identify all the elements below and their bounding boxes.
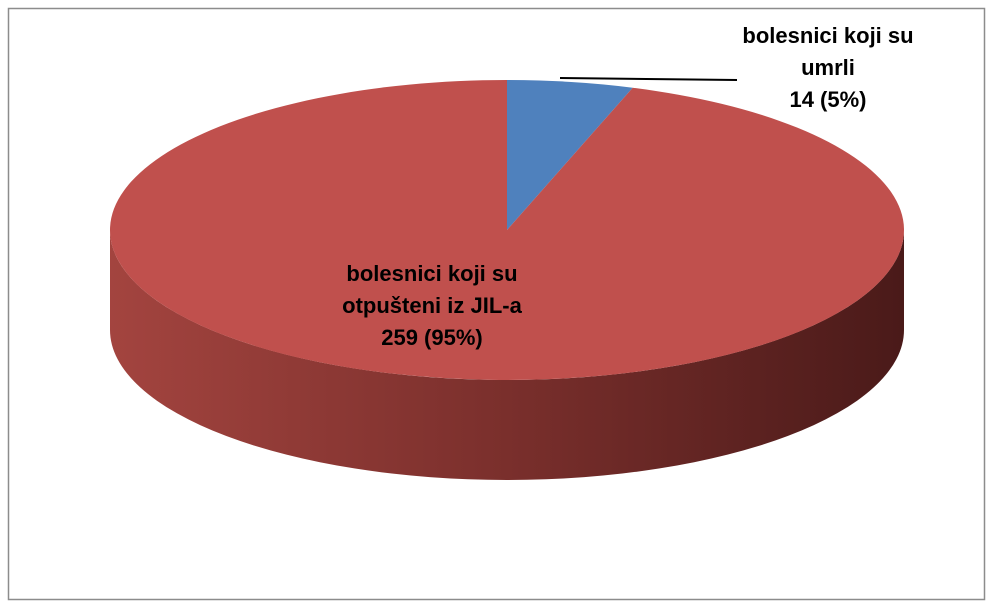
leader-line — [559, 77, 738, 81]
slice — [109, 80, 904, 380]
value-label: 259 (95%) — [381, 325, 483, 350]
slice-label: bolesnici koji su umrli 14 (5%) — [718, 20, 938, 116]
category-label: bolesnici koji su umrli — [742, 23, 914, 80]
slice-label: bolesnici koji su otpušteni iz JIL-a 259… — [332, 258, 532, 354]
category-label: bolesnici koji su otpušteni iz JIL-a — [342, 261, 522, 318]
value-label: 14 (5%) — [789, 87, 867, 112]
slice-side — [110, 230, 904, 480]
slice — [507, 80, 633, 230]
pie — [109, 80, 904, 480]
